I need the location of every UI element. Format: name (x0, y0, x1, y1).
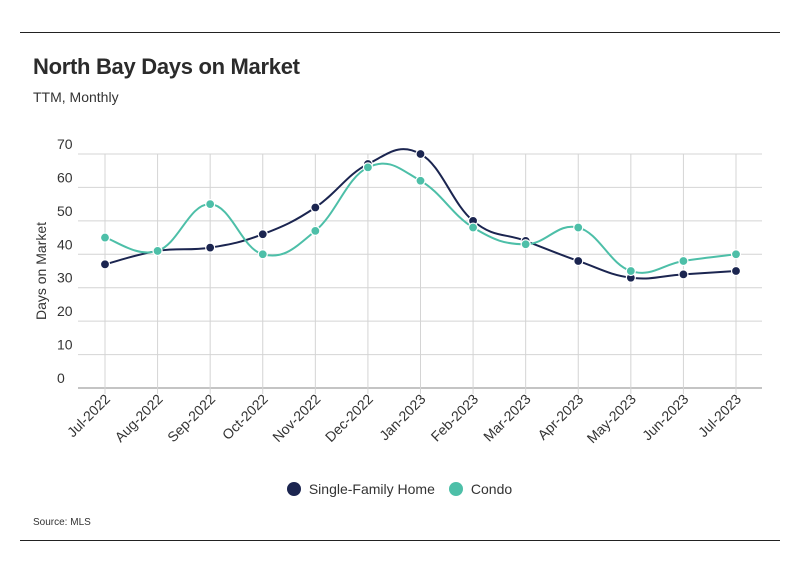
chart-subtitle: TTM, Monthly (33, 89, 119, 105)
data-point-condo (257, 249, 268, 260)
legend-item-single-family: Single-Family Home (286, 481, 435, 497)
data-point-single-family-home (730, 265, 742, 277)
grid (78, 153, 762, 394)
y-axis-ticks: 0 10 20 30 40 50 60 70 (57, 136, 73, 386)
x-tick-label: Jul-2022 (64, 391, 113, 440)
x-tick-label: Mar-2023 (480, 391, 534, 445)
data-point-condo (152, 245, 163, 257)
x-tick-label: Oct-2022 (219, 391, 271, 443)
legend-item-condo: Condo (448, 481, 513, 497)
x-tick-label: Dec-2022 (322, 391, 376, 445)
source-note: Source: MLS (33, 517, 91, 528)
data-point-condo (205, 199, 216, 210)
data-point-condo (415, 175, 426, 186)
y-tick-label: 50 (57, 203, 73, 219)
y-tick-label: 0 (57, 370, 65, 386)
legend-swatch-single-family (286, 482, 301, 496)
y-axis-label: Days on Market (33, 222, 49, 320)
data-point-condo (625, 265, 636, 277)
x-tick-label: Nov-2022 (269, 391, 323, 445)
x-tick-label: Jul-2023 (695, 391, 744, 440)
series-points (99, 148, 742, 283)
line-chart: 0 10 20 30 40 50 60 70 Jul-2022Aug-2022Sep-2022… (33, 136, 762, 446)
data-point-condo (99, 232, 111, 243)
data-point-condo (310, 225, 321, 236)
y-tick-label: 70 (57, 136, 73, 152)
data-point-condo (362, 162, 374, 173)
y-tick-label: 60 (57, 169, 73, 185)
x-tick-label: May-2023 (584, 391, 639, 446)
data-point-condo (467, 222, 479, 233)
x-tick-label: Feb-2023 (428, 391, 482, 445)
data-point-single-family-home (310, 202, 321, 213)
data-point-single-family-home (257, 229, 268, 240)
chart-title: North Bay Days on Market (33, 54, 300, 79)
data-point-condo (730, 249, 742, 260)
data-point-single-family-home (415, 148, 426, 160)
y-tick-label: 30 (57, 270, 73, 286)
data-point-condo (573, 222, 584, 233)
bottom-rule (20, 540, 780, 541)
data-point-condo (520, 239, 531, 250)
data-point-single-family-home (205, 242, 216, 253)
legend-label-single-family: Single-Family Home (308, 481, 435, 497)
y-tick-label: 20 (57, 303, 73, 319)
top-rule (20, 32, 780, 33)
legend-swatch-condo (448, 482, 463, 496)
legend-label-condo: Condo (470, 481, 513, 497)
x-tick-label: Aug-2022 (111, 391, 165, 445)
legend: Single-Family Home Condo (0, 481, 799, 497)
y-tick-label: 10 (57, 337, 73, 353)
data-point-single-family-home (678, 269, 689, 280)
x-tick-label: Sep-2022 (164, 391, 218, 445)
x-tick-label: Jun-2023 (639, 391, 692, 444)
y-tick-label: 40 (57, 236, 73, 252)
x-tick-label: Apr-2023 (534, 391, 586, 443)
data-point-single-family-home (573, 255, 584, 267)
data-point-single-family-home (99, 259, 111, 270)
x-tick-label: Jan-2023 (376, 391, 429, 444)
data-point-condo (678, 255, 689, 267)
